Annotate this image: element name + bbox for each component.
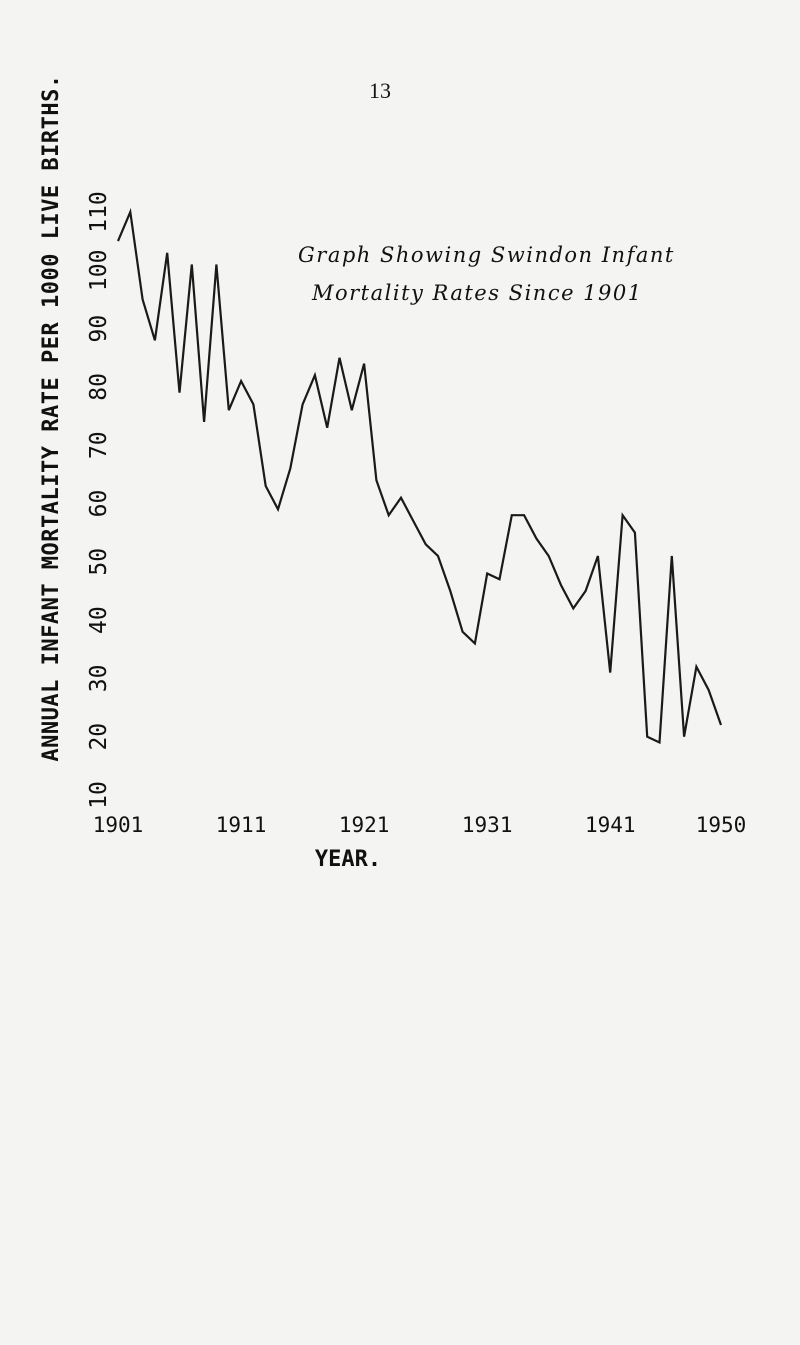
x-tick-label: 1950 — [696, 813, 747, 837]
x-tick-label: 1941 — [585, 813, 636, 837]
y-axis-title: ANNUAL INFANT MORTALITY RATE PER 1000 LI… — [39, 74, 64, 761]
chart-title: Graph Showing Swindon Infant — [298, 243, 675, 267]
y-tick-label: 30 — [86, 665, 112, 693]
x-tick-label: 1931 — [462, 813, 513, 837]
y-tick-label: 60 — [86, 490, 112, 518]
y-axis-title-group: ANNUAL INFANT MORTALITY RATE PER 1000 LI… — [39, 74, 64, 761]
series-line — [116, 207, 723, 745]
y-axis-ticks: 10 20 30 40 50 60 70 80 90 100 110 — [86, 191, 112, 809]
x-axis-title: YEAR. — [315, 847, 381, 872]
data-series-group — [116, 207, 723, 745]
y-tick-label: 80 — [86, 373, 112, 401]
y-tick-label: 10 — [86, 781, 112, 809]
y-tick-label: 100 — [86, 250, 112, 292]
y-tick-label: 90 — [86, 315, 112, 343]
y-tick-label: 50 — [86, 548, 112, 576]
x-axis-ticks: 1901 1911 1921 1931 1941 1950 — [93, 813, 747, 837]
chart-title-group: Graph Showing Swindon Infant Mortality Ra… — [298, 243, 675, 305]
x-tick-label: 1911 — [216, 813, 267, 837]
y-tick-label: 40 — [86, 606, 112, 634]
y-tick-label: 20 — [86, 723, 112, 751]
x-tick-label: 1901 — [93, 813, 144, 837]
page-number: 13 — [369, 78, 391, 103]
x-tick-label: 1921 — [339, 813, 390, 837]
chart-subtitle: Mortality Rates Since 1901 — [311, 281, 643, 305]
y-tick-label: 70 — [86, 431, 112, 459]
x-axis-title-group: YEAR. — [315, 847, 381, 872]
y-tick-label: 110 — [86, 191, 112, 233]
